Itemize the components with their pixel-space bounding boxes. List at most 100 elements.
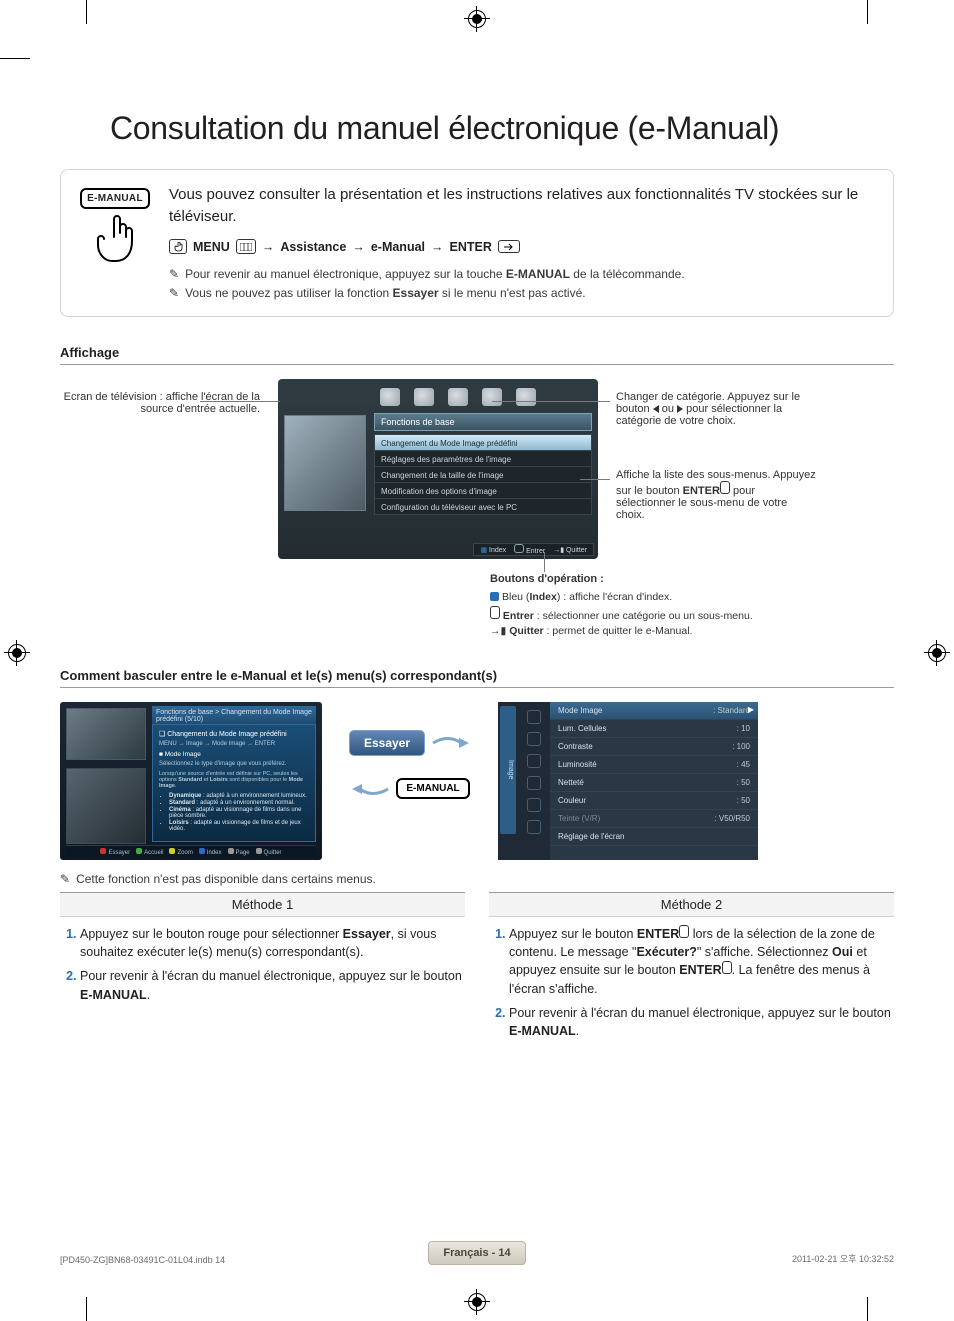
hand-pointing-icon [88, 215, 142, 273]
emanual-remote-icon: E-MANUAL [79, 184, 151, 302]
osd-side-icons [518, 702, 550, 834]
intro-box: E-MANUAL Vous pouvez consulter la présen… [60, 169, 894, 317]
emanual-content-screen: Fonctions de base > Changement du Mode I… [60, 702, 322, 860]
modes-list: Dynamique : adapté à un environnement lu… [169, 793, 309, 832]
tv-menu-item: Réglages des paramètres de l'image [374, 450, 592, 467]
intro-note-1: ✎ Pour revenir au manuel électronique, a… [169, 266, 875, 283]
arrow-try: Essayer [349, 730, 471, 756]
footer-meta-right: 2011-02-21 오후 10:32:52 [792, 1252, 894, 1265]
op-line-index: Bleu (Index) : affiche l'écran d'index. [490, 590, 894, 606]
page-number-pill: Français - 14 [428, 1241, 525, 1265]
try-pill: Essayer [349, 730, 425, 756]
mode-item: Cinéma : adapté au visionnage de films d… [169, 807, 309, 819]
connector-line [580, 479, 610, 480]
crop-mark [867, 1297, 868, 1321]
tv-topbar-label: Fonctions de base [374, 413, 592, 431]
osd-row: Mode Image: Standard [550, 702, 758, 720]
mode-item: Standard : adapté à un environnement nor… [169, 800, 309, 806]
side-icon [527, 820, 541, 834]
op-line-quit: →▮ Quitter : permet de quitter le e-Manu… [490, 624, 894, 640]
category-icon [380, 388, 400, 406]
connector-line [544, 552, 545, 572]
step: Pour revenir à l'écran du manuel électro… [509, 1004, 894, 1040]
arrow-sep: → [431, 238, 444, 256]
note-unavailable: ✎ Cette fonction n'est pas disponible da… [60, 872, 894, 886]
tv-menu-item: Configuration du téléviseur avec le PC [374, 498, 592, 515]
arrow-left-icon [350, 781, 390, 797]
mode-item: Dynamique : adapté à un environnement lu… [169, 793, 309, 799]
connector-line [200, 401, 280, 402]
caption-submenu: Affiche la liste des sous-menus. Appuyez… [616, 469, 816, 521]
section-switch-heading: Comment basculer entre le e-Manual et le… [60, 668, 894, 688]
crop-mark [0, 58, 30, 59]
osd-list: Mode Image: StandardLum. Cellules: 10Con… [550, 702, 758, 860]
note1-post: de la télécommande. [570, 267, 685, 281]
footer-item: Essayer [100, 848, 130, 856]
category-icon [516, 388, 536, 406]
footer-item: Accueil [136, 848, 163, 856]
registration-mark-icon [468, 10, 486, 28]
arrow-column: Essayer E-MANUAL [340, 702, 480, 799]
operation-buttons-legend: Boutons d'opération : Bleu (Index) : aff… [490, 571, 894, 640]
op-header: Boutons d'opération : [490, 571, 894, 588]
intro-note-2: ✎ Vous ne pouvez pas utiliser la fonctio… [169, 285, 875, 302]
caption-category: Changer de catégorie. Appuyez sur le bou… [616, 391, 816, 427]
osd-row: Netteté: 50 [550, 774, 758, 792]
footer-item: Zoom [169, 848, 192, 856]
page: Consultation du manuel électronique (e-M… [60, 40, 894, 1281]
step: Appuyez sur le bouton ENTER lors de la s… [509, 925, 894, 998]
hand-icon [169, 239, 187, 254]
nav-path-2: e-Manual [371, 238, 425, 256]
enter-icon [490, 606, 500, 619]
side-icon [527, 776, 541, 790]
enter-icon [722, 961, 732, 974]
arrow-emanual: E-MANUAL [350, 778, 469, 799]
nav-enter-label: ENTER [450, 238, 492, 256]
crop-mark [867, 0, 868, 24]
content-thumbs [66, 768, 146, 844]
enter-icon [720, 481, 730, 494]
osd-row: Luminosité: 45 [550, 756, 758, 774]
display-illustration: Ecran de télévision : affiche l'écran de… [60, 379, 894, 563]
switch-illustration: Fonctions de base > Changement du Mode I… [60, 702, 894, 860]
crop-mark [86, 0, 87, 24]
note1-pre: Pour revenir au manuel électronique, app… [185, 267, 506, 281]
osd-row: Contraste: 100 [550, 738, 758, 756]
content-footer: EssayerAccueilZoomIndexPageQuitter [66, 845, 316, 857]
tv-menu-item: Modification des options d'image [374, 482, 592, 499]
footer-meta-left: [PD450-ZG]BN68-03491C-01L04.indb 14 [60, 1255, 225, 1265]
op-line-enter: Entrer : sélectionner une catégorie ou u… [490, 606, 894, 625]
crop-mark [86, 1297, 87, 1321]
method-2-steps: Appuyez sur le bouton ENTER lors de la s… [489, 925, 894, 1040]
mode-item: Loisirs : adapté au visionnage de films … [169, 820, 309, 832]
right-captions: Changer de catégorie. Appuyez sur le bou… [616, 379, 816, 563]
breadcrumb-bar: Fonctions de base > Changement du Mode I… [152, 706, 316, 726]
category-icon [448, 388, 468, 406]
footer-item: Page [228, 848, 250, 856]
emanual-pill: E-MANUAL [396, 778, 469, 799]
osd-row: Réglage de l'écran [550, 828, 758, 846]
osd-sidebar: Image [498, 702, 550, 860]
footer-item: Quitter [256, 848, 282, 856]
method-1-steps: Appuyez sur le bouton rouge pour sélecti… [60, 925, 465, 1004]
content-panel: ❏ Changement du Mode Image prédéfini MEN… [152, 724, 316, 842]
tv-footer-enter: Entrer [514, 544, 545, 555]
page-footer: Français - 14 [PD450-ZG]BN68-03491C-01L0… [60, 1241, 894, 1265]
methods-row: Méthode 1 Appuyez sur le bouton rouge po… [60, 892, 894, 1046]
arrow-sep: → [352, 238, 365, 256]
note2-pre: Vous ne pouvez pas utiliser la fonction [185, 286, 392, 300]
tv-menu-item: Changement du Mode Image prédéfini [374, 434, 592, 451]
tv-footer: ▦ Index Entrer →▮ Quitter [473, 543, 594, 556]
registration-mark-icon [8, 644, 26, 662]
left-caption: Ecran de télévision : affiche l'écran de… [60, 379, 260, 415]
side-icon [527, 754, 541, 768]
tv-menu-list: Changement du Mode Image prédéfini Régla… [374, 435, 592, 515]
osd-tab: Image [500, 706, 516, 834]
arrow-sep: → [262, 238, 275, 256]
menu-grid-icon [236, 239, 256, 254]
content-thumb [66, 708, 146, 760]
panel-nav: MENU → Image → Mode Image → ENTER [159, 741, 309, 747]
pen-icon: ✎ [60, 872, 70, 886]
enter-icon [679, 925, 689, 938]
category-icon [482, 388, 502, 406]
